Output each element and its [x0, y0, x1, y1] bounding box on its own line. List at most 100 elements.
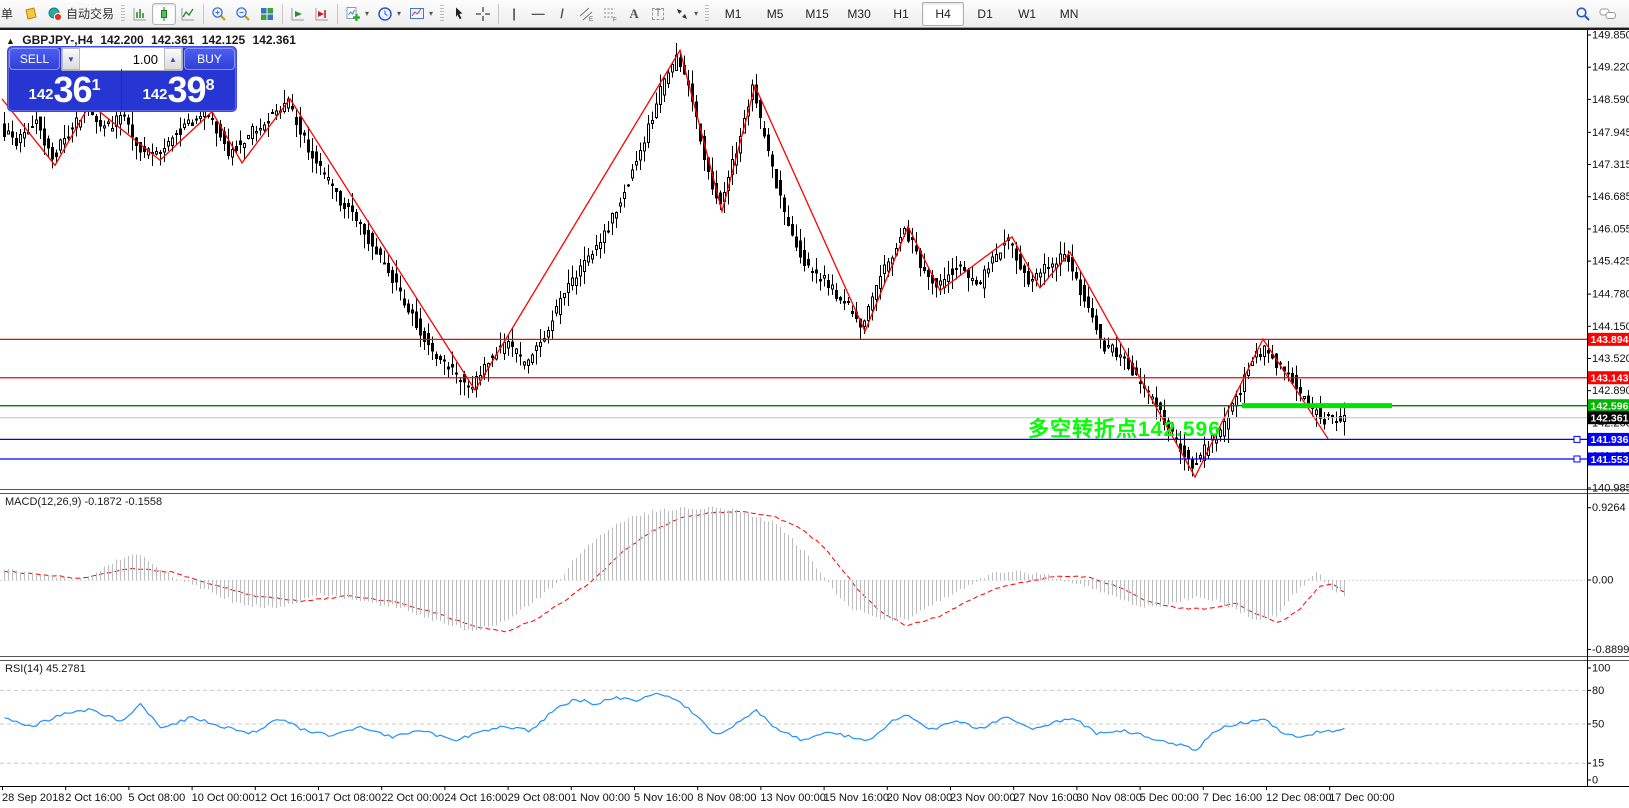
candle: [1035, 268, 1038, 287]
sell-price-big: 36: [53, 69, 93, 110]
trendline-tool-button[interactable]: /: [550, 3, 574, 25]
sell-button[interactable]: SELL: [9, 48, 60, 70]
bar-chart-button[interactable]: [128, 3, 152, 25]
templates-button[interactable]: ▾: [405, 3, 437, 25]
auto-scroll-button[interactable]: [286, 3, 310, 25]
label-tool-button[interactable]: T: [646, 3, 670, 25]
text-tool-button[interactable]: A: [622, 3, 646, 25]
price-axis-label: 143.520: [1592, 353, 1629, 365]
low-value: 142.125: [201, 33, 246, 47]
crosshair-tool-button[interactable]: [471, 3, 495, 25]
candle: [843, 289, 846, 310]
candle: [303, 129, 306, 143]
channel-tool-button[interactable]: E: [574, 3, 598, 25]
new-order-button[interactable]: 单: [0, 3, 19, 25]
high-value: 142.361: [151, 33, 195, 47]
timeframe-button-h1[interactable]: H1: [893, 6, 909, 21]
time-axis[interactable]: 28 Sep 2018 2 Oct 16:00 5 Oct 08:00 10 Oct …: [2, 786, 1395, 804]
chart-text-annotation[interactable]: 多空转折点142.596: [1028, 418, 1221, 441]
sell-price[interactable]: 142 36 1: [8, 69, 121, 110]
sell-price-prefix: 142: [28, 86, 54, 103]
candle: [187, 113, 190, 126]
search-button[interactable]: [1571, 3, 1595, 25]
fibonacci-icon: F: [604, 8, 617, 22]
candle: [663, 77, 666, 103]
buy-price[interactable]: 142 39 8: [121, 69, 235, 110]
candle: [1003, 229, 1006, 259]
candle: [327, 164, 330, 185]
fibonacci-tool-button[interactable]: F: [598, 3, 622, 25]
candle: [579, 259, 582, 287]
candle: [55, 149, 58, 162]
time-label: 28 Sep 2018: [2, 792, 64, 804]
timeframe-button-m15[interactable]: M15: [805, 6, 829, 21]
svg-text:143.143: 143.143: [1591, 373, 1629, 385]
candle: [251, 123, 254, 146]
candlestick-chart-button[interactable]: [152, 2, 177, 25]
panel-collapse-icon[interactable]: ▲: [6, 36, 15, 46]
macd-histogram: [4, 506, 1345, 631]
candles-layer: [3, 43, 1346, 477]
candle: [195, 115, 198, 125]
timeframe-button-m30[interactable]: M30: [847, 6, 871, 21]
timeframe-button-h4[interactable]: H4: [922, 1, 965, 26]
crosshair-icon: [476, 6, 491, 21]
horizontal-line-tool-button[interactable]: —: [526, 3, 550, 25]
zigzag-line[interactable]: [1, 48, 1329, 479]
candle: [1051, 257, 1054, 279]
hline-handle[interactable]: [1573, 435, 1581, 443]
timeframe-button-m1[interactable]: M1: [724, 6, 742, 21]
candle: [615, 211, 618, 228]
volume-decrease-button[interactable]: ▼: [62, 48, 80, 70]
candle: [667, 69, 670, 89]
periods-button[interactable]: ▾: [373, 3, 405, 25]
cursor-tool-button[interactable]: [447, 3, 471, 25]
zoom-out-button[interactable]: [231, 3, 255, 25]
candle: [295, 108, 298, 138]
line-chart-button[interactable]: [176, 3, 200, 25]
candle: [459, 377, 462, 396]
arrows-tool-button[interactable]: ▾: [670, 3, 702, 25]
timeframe-button-d1[interactable]: D1: [977, 6, 993, 21]
candle: [775, 168, 778, 189]
candle: [995, 243, 998, 262]
label-icon: T: [652, 7, 665, 20]
autotrade-button[interactable]: 自动交易: [43, 3, 118, 25]
timeframe-button-m5[interactable]: M5: [766, 6, 784, 21]
alerts-button[interactable]: [19, 3, 43, 25]
candlestick-chart-icon: [161, 6, 168, 21]
svg-text:143.894: 143.894: [1591, 334, 1629, 346]
tile-windows-button[interactable]: [255, 3, 279, 25]
hline-handle[interactable]: [1573, 455, 1581, 463]
indicators-button[interactable]: ▾: [341, 3, 373, 25]
chat-button[interactable]: [1595, 3, 1621, 25]
candle: [359, 219, 362, 235]
svg-text:E: E: [589, 17, 593, 22]
candle: [1223, 407, 1226, 443]
buy-button[interactable]: BUY: [184, 48, 235, 70]
price-axis-label: 144.150: [1592, 321, 1629, 333]
macd-signal-line: [4, 510, 1345, 633]
candle: [767, 128, 770, 157]
timeframe-button-w1[interactable]: W1: [1018, 6, 1037, 21]
price-axis-label: 147.315: [1592, 159, 1629, 171]
chart-shift-button[interactable]: [310, 3, 334, 25]
candle: [1247, 362, 1250, 380]
candle: [703, 129, 706, 171]
volume-increase-button[interactable]: ▲: [164, 48, 182, 70]
price-axis[interactable]: 149.850 149.220 148.590 147.945 147.315 146.6…: [1587, 30, 1629, 787]
volume-input[interactable]: [80, 50, 164, 68]
toolbar-separator: [282, 3, 284, 24]
candle: [247, 134, 250, 140]
candle: [371, 231, 374, 260]
zoom-in-button[interactable]: [207, 3, 231, 25]
candle: [15, 132, 18, 150]
candle: [1091, 297, 1094, 323]
candle: [971, 266, 974, 286]
candle: [571, 265, 574, 291]
candle: [503, 333, 506, 360]
vertical-line-tool-button[interactable]: |: [502, 3, 526, 25]
timeframe-button-mn[interactable]: MN: [1059, 6, 1079, 21]
